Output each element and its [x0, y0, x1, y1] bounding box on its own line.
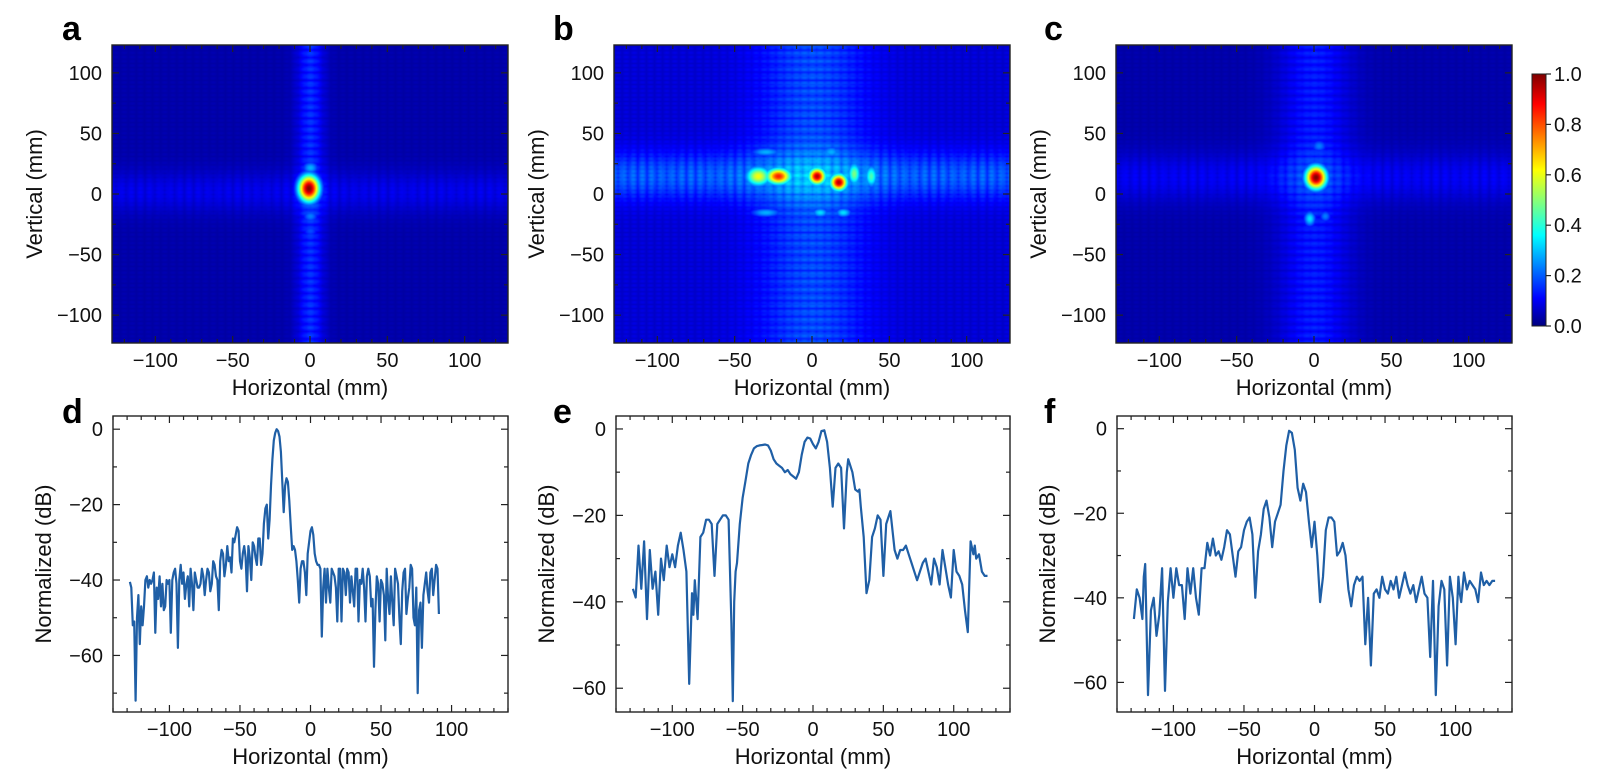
y-tick-label: 0: [1096, 419, 1107, 441]
colorbar-tick-label: 0.2: [1554, 266, 1582, 288]
heatmap-image-a: [112, 45, 508, 343]
x-axis-label: Horizontal (mm): [1236, 744, 1392, 769]
x-tick-label: −100: [133, 350, 178, 372]
colorbar-tick-label: 0.0: [1554, 316, 1582, 338]
y-tick-label: −40: [69, 570, 103, 592]
x-tick-label: 50: [376, 350, 398, 372]
series-line-d: [128, 428, 440, 702]
panel-letter: e: [553, 393, 572, 431]
y-tick-label: 100: [571, 63, 604, 85]
y-tick-label: 0: [593, 184, 604, 206]
panel-a: −100 −50 0 50 100 −100 −50 0 50 100 Horizontal (mm…: [22, 10, 509, 400]
y-tick-label: 50: [80, 123, 102, 145]
y-tick-label: −20: [69, 495, 103, 517]
y-axis-label: Vertical (mm): [524, 129, 549, 259]
x-tick-label: 50: [878, 350, 900, 372]
y-axis-label: Normalized (dB): [1035, 485, 1060, 644]
plot-frame-f: [1116, 415, 1513, 713]
colorbar-tick-label: 0.4: [1554, 215, 1582, 237]
x-tick-label: −100: [147, 719, 192, 741]
x-tick-label: −50: [223, 719, 257, 741]
x-tick-label: 0: [807, 719, 818, 741]
heatmap-image-c: [1116, 45, 1512, 343]
panel-letter: a: [62, 10, 82, 48]
x-tick-label: −50: [718, 350, 752, 372]
y-axis-label: Normalized (dB): [31, 485, 56, 644]
y-tick-label: −50: [1072, 245, 1106, 267]
x-tick-label: −50: [1220, 350, 1254, 372]
x-tick-label: −100: [635, 350, 680, 372]
y-tick-label: −60: [69, 645, 103, 667]
y-tick-label: −100: [57, 305, 102, 327]
y-tick-label: −40: [1073, 588, 1107, 610]
x-tick-label: 0: [1309, 719, 1320, 741]
y-tick-label: −20: [572, 505, 606, 527]
x-axis-label: Horizontal (mm): [1236, 375, 1392, 400]
panel-letter: b: [553, 10, 574, 48]
series-line-e: [631, 429, 988, 703]
x-axis-label: Horizontal (mm): [735, 744, 891, 769]
x-tick-label: 100: [1452, 350, 1485, 372]
x-tick-label: −50: [216, 350, 250, 372]
panel-b: −100 −50 0 50 100 −100 −50 0 50 100 Horizontal (mm…: [524, 10, 1011, 400]
panel-letter: f: [1044, 393, 1056, 431]
y-tick-label: −60: [572, 678, 606, 700]
panel-d: −100 −50 0 50 100 0 −20 −40 −60 Horizontal (mm) No…: [31, 393, 509, 769]
plot-frame-d: [112, 415, 509, 713]
x-tick-label: 50: [1380, 350, 1402, 372]
y-tick-label: 100: [69, 63, 102, 85]
x-tick-label: 0: [1308, 350, 1319, 372]
y-axis-label: Vertical (mm): [1026, 129, 1051, 259]
x-tick-label: 0: [305, 719, 316, 741]
x-tick-label: 50: [370, 719, 392, 741]
x-tick-label: 0: [304, 350, 315, 372]
x-tick-label: 100: [950, 350, 983, 372]
y-axis-label: Vertical (mm): [22, 129, 47, 259]
y-tick-label: −50: [68, 245, 102, 267]
panel-letter: d: [62, 393, 83, 431]
y-tick-label: −40: [572, 592, 606, 614]
series-line-f: [1132, 429, 1496, 697]
x-axis-label: Horizontal (mm): [232, 744, 388, 769]
panel-letter: c: [1044, 10, 1063, 48]
panel-c: −100 −50 0 50 100 −100 −50 0 50 100 Horizontal (mm…: [1026, 10, 1513, 400]
colorbar-gradient: [1531, 73, 1547, 327]
colorbar: 0.0 0.2 0.4 0.6 0.8 1.0: [1531, 64, 1582, 338]
y-tick-label: −100: [559, 305, 604, 327]
y-tick-label: 50: [582, 123, 604, 145]
y-tick-label: 0: [595, 419, 606, 441]
x-tick-label: −100: [1137, 350, 1182, 372]
y-tick-label: −100: [1061, 305, 1106, 327]
x-tick-label: 50: [872, 719, 894, 741]
x-axis-label: Horizontal (mm): [232, 375, 388, 400]
y-tick-label: 50: [1084, 123, 1106, 145]
y-tick-label: 0: [92, 419, 103, 441]
x-tick-label: 0: [806, 350, 817, 372]
y-tick-label: 0: [91, 184, 102, 206]
y-tick-label: 100: [1073, 63, 1106, 85]
x-tick-label: 100: [448, 350, 481, 372]
heatmap-image-b: [614, 45, 1010, 343]
y-tick-label: −50: [570, 245, 604, 267]
x-tick-label: −50: [1227, 719, 1261, 741]
panel-e: −100 −50 0 50 100 0 −20 −40 −60 Horizontal (mm) No…: [534, 393, 1011, 769]
y-axis-label: Normalized (dB): [534, 485, 559, 644]
colorbar-tick-label: 1.0: [1554, 64, 1582, 86]
colorbar-tick-label: 0.6: [1554, 165, 1582, 187]
x-tick-label: 100: [435, 719, 468, 741]
x-axis-label: Horizontal (mm): [734, 375, 890, 400]
x-tick-label: −100: [650, 719, 695, 741]
x-tick-label: −50: [726, 719, 760, 741]
y-tick-label: 0: [1095, 184, 1106, 206]
panel-f: −100 −50 0 50 100 0 −20 −40 −60 Horizontal (mm) No…: [1035, 393, 1513, 769]
x-tick-label: 100: [937, 719, 970, 741]
x-tick-label: −100: [1151, 719, 1196, 741]
y-tick-label: −20: [1073, 503, 1107, 525]
x-tick-label: 50: [1374, 719, 1396, 741]
colorbar-tick-label: 0.8: [1554, 114, 1582, 136]
y-tick-label: −60: [1073, 672, 1107, 694]
x-tick-label: 100: [1439, 719, 1472, 741]
